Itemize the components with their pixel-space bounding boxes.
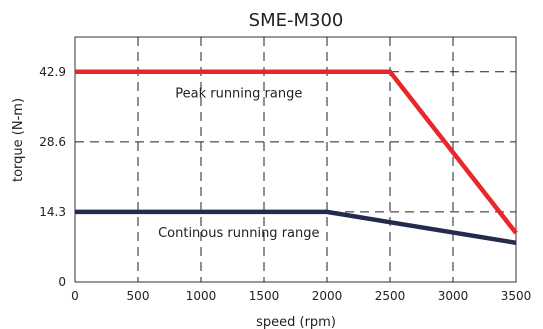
y-tick-label: 42.9 <box>39 65 66 79</box>
x-tick-label: 500 <box>127 289 150 303</box>
x-tick-label: 3500 <box>501 289 532 303</box>
y-tick-label: 0 <box>58 275 66 289</box>
series-line-0 <box>75 69 518 235</box>
tick-labels: 0 500 1000 1500 2000 2500 3000 3500 0 14.3 28.6 42.… <box>39 65 531 303</box>
plot-area-frame <box>74 36 517 283</box>
annotations: Peak running range Continous running rang… <box>158 86 319 241</box>
series-layer <box>75 69 518 246</box>
y-tick-label: 14.3 <box>39 205 66 219</box>
y-axis-label: torque (N-m) <box>11 98 26 182</box>
x-tick-label: 3000 <box>438 289 469 303</box>
annotation-label-1: Continous running range <box>158 226 319 241</box>
annotation-label-0: Peak running range <box>175 86 302 101</box>
chart-title: SME-M300 <box>249 10 344 31</box>
x-tick-label: 1500 <box>249 289 280 303</box>
x-axis-label: speed (rpm) <box>256 315 336 329</box>
x-tick-label: 2500 <box>375 289 406 303</box>
x-tick-label: 1000 <box>186 289 217 303</box>
x-tick-label: 0 <box>71 289 79 303</box>
series-line-1 <box>75 209 517 246</box>
y-tick-label: 28.6 <box>39 135 66 149</box>
x-tick-label: 2000 <box>312 289 343 303</box>
